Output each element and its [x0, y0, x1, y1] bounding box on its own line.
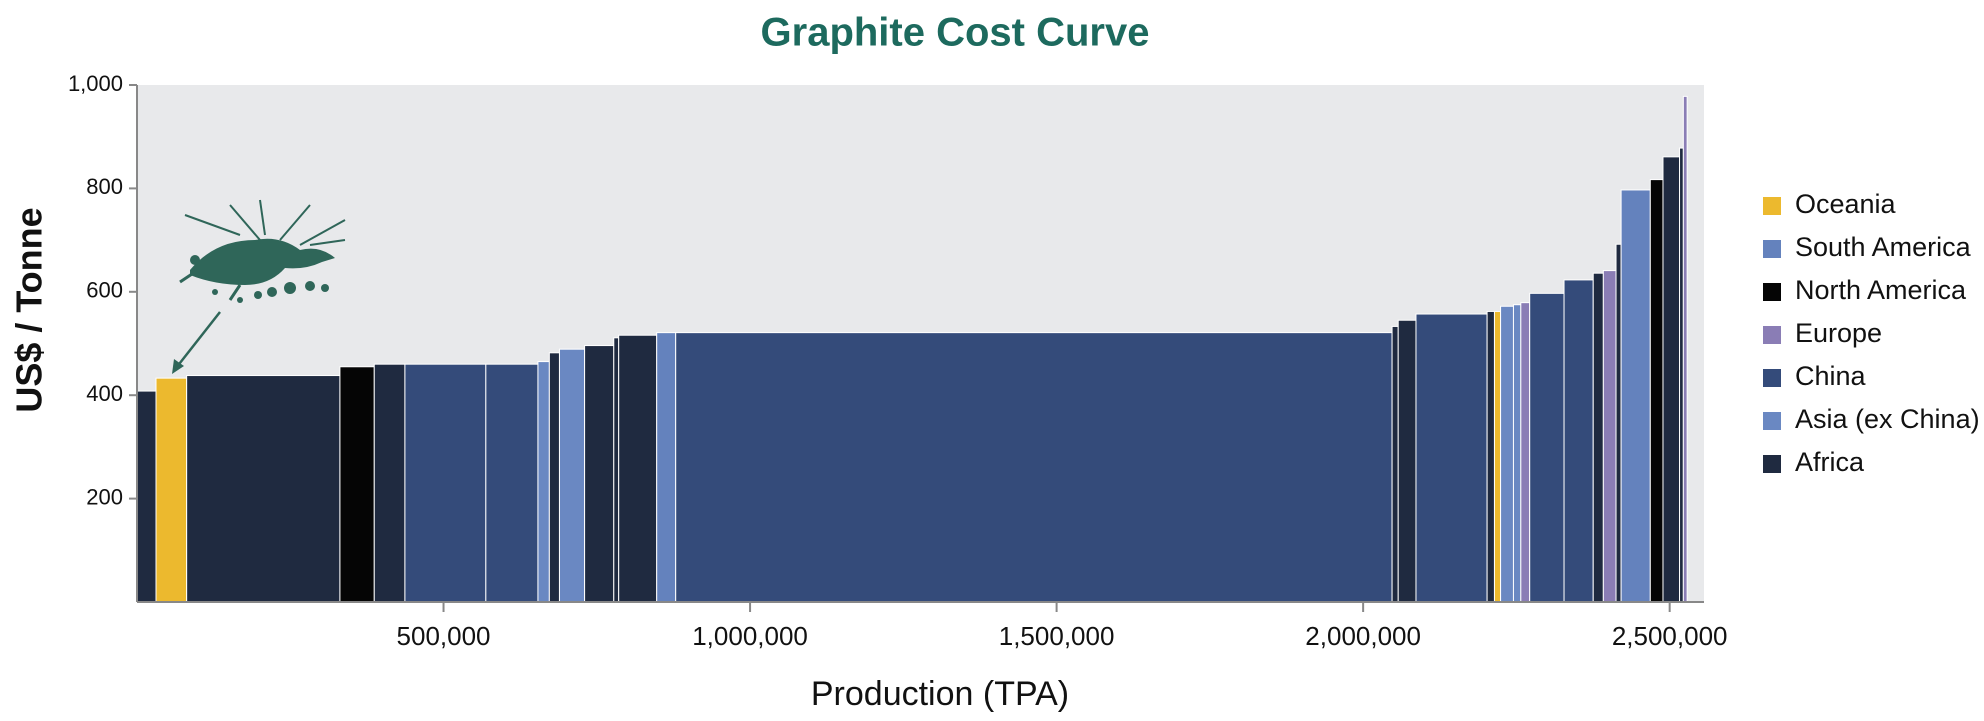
legend-swatch — [1763, 240, 1781, 258]
legend-swatch — [1763, 326, 1781, 344]
x-axis-label: Production (TPA) — [811, 675, 1069, 713]
bar — [558, 348, 586, 603]
legend-swatch — [1763, 283, 1781, 301]
bar — [1391, 325, 1399, 603]
legend-label: Asia (ex China) — [1795, 404, 1980, 434]
y-tick-label: 600 — [86, 278, 123, 303]
bar — [1529, 292, 1565, 603]
legend-label: South America — [1795, 232, 1972, 262]
y-tick-label: 200 — [86, 484, 123, 509]
bar — [1563, 279, 1594, 603]
y-tick-label: 800 — [86, 174, 123, 199]
bar — [404, 363, 487, 603]
x-tick-label: 2,500,000 — [1612, 621, 1728, 651]
chart-title: Graphite Cost Curve — [761, 11, 1150, 55]
bar — [1602, 270, 1617, 603]
bar — [618, 334, 658, 603]
bar — [1500, 305, 1514, 603]
x-tick-label: 1,000,000 — [692, 621, 808, 651]
bar — [613, 337, 620, 603]
bar — [1493, 310, 1502, 603]
legend-label: Oceania — [1795, 189, 1897, 219]
x-tick-label: 2,000,000 — [1305, 621, 1421, 651]
y-tick-label: 400 — [86, 381, 123, 406]
bar — [1649, 179, 1664, 603]
bar — [1486, 310, 1495, 603]
bar — [1620, 189, 1651, 603]
y-axis-label: US$ / Tonne — [9, 207, 50, 412]
x-tick-label: 500,000 — [397, 621, 491, 651]
bar — [537, 361, 550, 603]
bar — [584, 345, 615, 603]
legend-label: Africa — [1795, 447, 1865, 477]
bar — [548, 352, 560, 603]
bar — [485, 363, 539, 603]
bar — [1682, 95, 1688, 603]
y-tick-label: 1,000 — [68, 71, 123, 96]
bar — [339, 366, 375, 603]
bar — [1512, 304, 1522, 603]
legend-label: China — [1795, 361, 1867, 391]
kangaroo-icon — [172, 199, 346, 374]
bar — [656, 332, 677, 603]
bar — [155, 377, 188, 603]
bar — [1397, 319, 1417, 603]
legend-swatch — [1763, 197, 1781, 215]
bar — [1415, 313, 1488, 603]
bar — [1520, 302, 1531, 603]
bar — [186, 375, 341, 603]
x-tick-label: 1,500,000 — [999, 621, 1115, 651]
bar — [675, 332, 1393, 603]
legend-swatch — [1763, 412, 1781, 430]
bar — [1679, 147, 1684, 603]
legend-swatch — [1763, 369, 1781, 387]
bar — [1592, 272, 1604, 603]
bar — [136, 390, 157, 603]
bar — [1662, 156, 1681, 603]
legend-label: Europe — [1795, 318, 1882, 348]
legend-label: North America — [1795, 275, 1967, 305]
bar — [1615, 243, 1622, 603]
legend-swatch — [1763, 455, 1781, 473]
bar — [373, 363, 406, 603]
